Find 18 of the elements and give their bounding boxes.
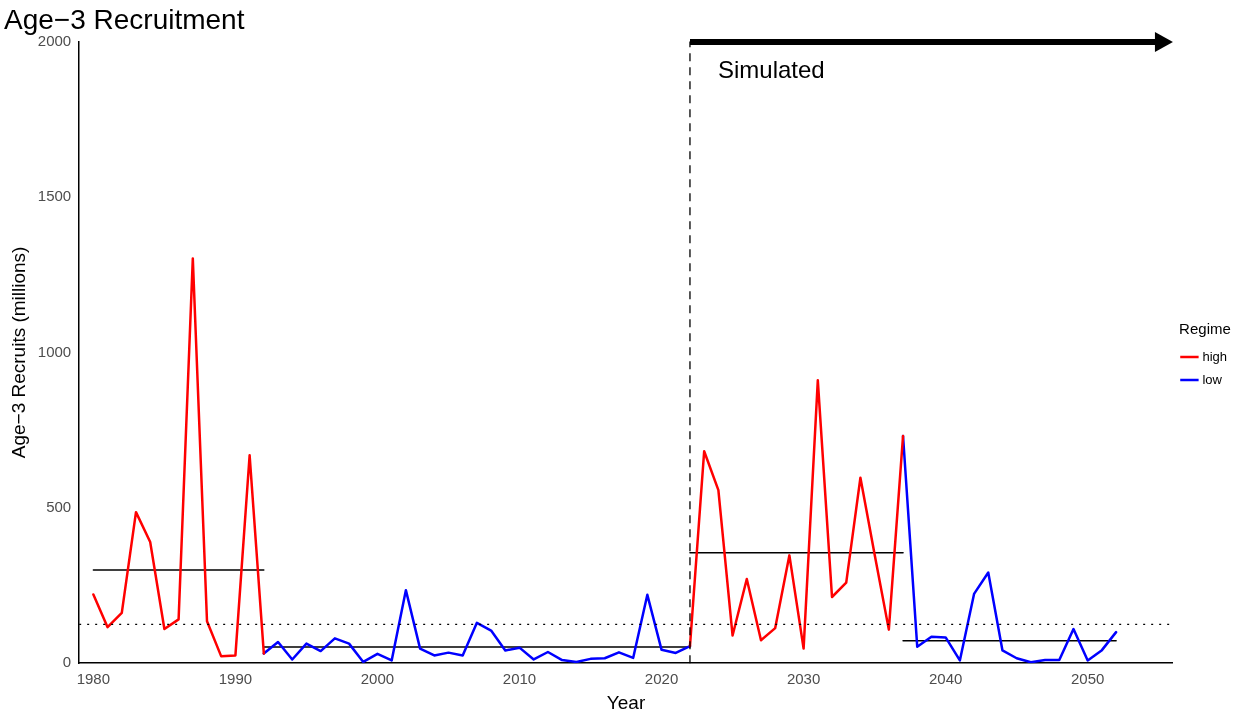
x-tick-label: 2050 bbox=[1071, 670, 1105, 688]
legend-label: low bbox=[1202, 371, 1223, 387]
legend-title: Regime bbox=[1179, 320, 1231, 338]
y-axis-title: Age−3 Recruits (millions) bbox=[7, 246, 29, 459]
annotation: Simulated bbox=[717, 56, 825, 84]
x-tick-label: 2040 bbox=[928, 670, 963, 688]
x-tick-label: 2000 bbox=[360, 670, 395, 688]
x-tick-label: 1980 bbox=[76, 670, 111, 688]
x-tick-label: 2030 bbox=[786, 670, 821, 688]
y-tick-label: 1500 bbox=[37, 187, 72, 205]
y-tick-label: 0 bbox=[62, 653, 72, 671]
x-axis-title: Year bbox=[606, 691, 646, 713]
x-tick-label: 2020 bbox=[644, 670, 679, 688]
x-tick-label: 1990 bbox=[218, 670, 253, 688]
y-tick-label: 1000 bbox=[37, 342, 72, 360]
y-tick-label: 500 bbox=[46, 497, 72, 515]
legend-label: high bbox=[1202, 348, 1227, 364]
x-tick-label: 2010 bbox=[502, 670, 537, 688]
